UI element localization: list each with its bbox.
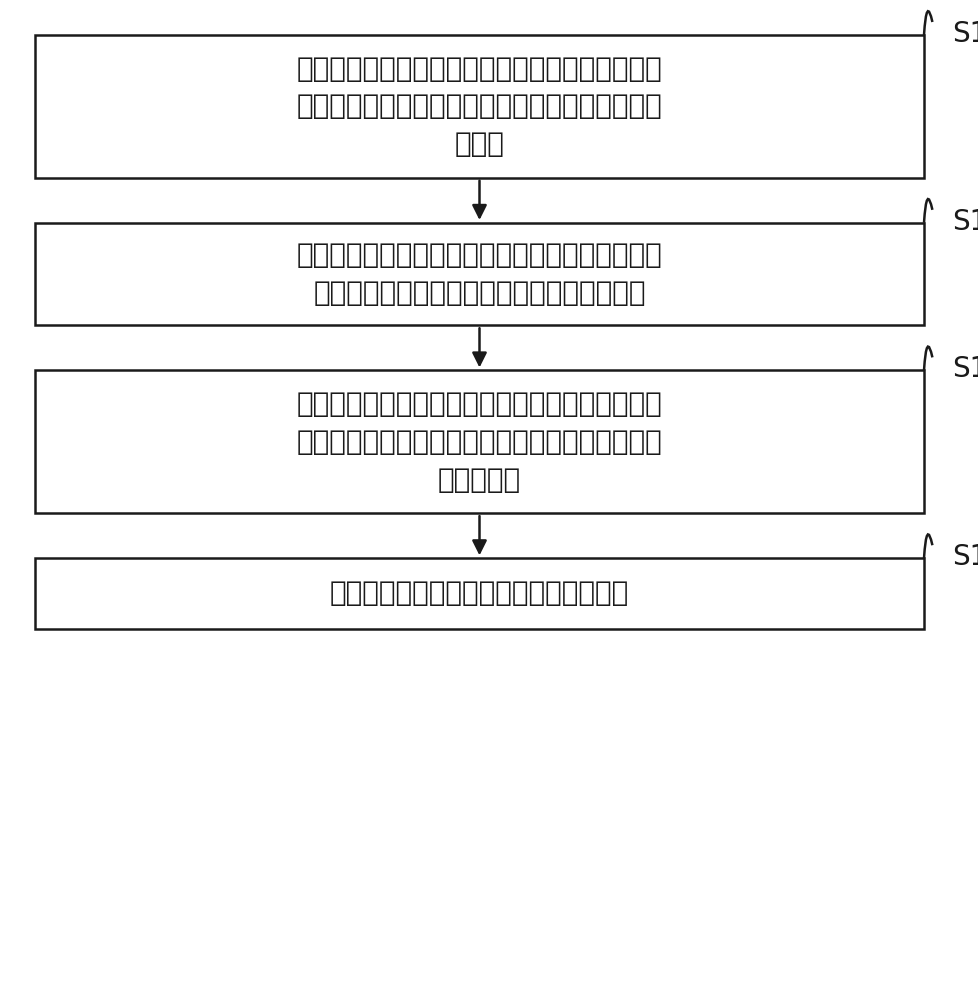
Text: S104: S104: [951, 543, 978, 571]
Bar: [35, 223, 923, 325]
Bar: [35, 35, 923, 178]
Text: S102: S102: [951, 208, 978, 236]
Text: S103: S103: [951, 355, 978, 383]
Bar: [35, 370, 923, 513]
Text: 基于自动驾驶车辆在弯道中的当前位置，确定位于
自动驾驶车辆的当前行驶方向上的感知区域内的弯
道边界: 基于自动驾驶车辆在弯道中的当前位置，确定位于 自动驾驶车辆的当前行驶方向上的感知…: [296, 55, 662, 158]
Text: 利用自动驾驶车辆的当前行驶参数和弯道边界，确
定自动驾驶车辆在弯道中的当前安全停车距离: 利用自动驾驶车辆的当前行驶参数和弯道边界，确 定自动驾驶车辆在弯道中的当前安全停…: [296, 241, 662, 307]
Text: 控制自动驾驶车辆的速度不超过速度阈値: 控制自动驾驶车辆的速度不超过速度阈値: [330, 579, 629, 607]
Bar: [35, 558, 923, 628]
Text: 根据当前安全停车距离、自动驾驶车辆的刹车参数
以及当前位置对应的弯道曲率，确定自动驾驶车辆
的速度阈値: 根据当前安全停车距离、自动驾驶车辆的刹车参数 以及当前位置对应的弯道曲率，确定自…: [296, 390, 662, 494]
Text: S101: S101: [951, 20, 978, 48]
